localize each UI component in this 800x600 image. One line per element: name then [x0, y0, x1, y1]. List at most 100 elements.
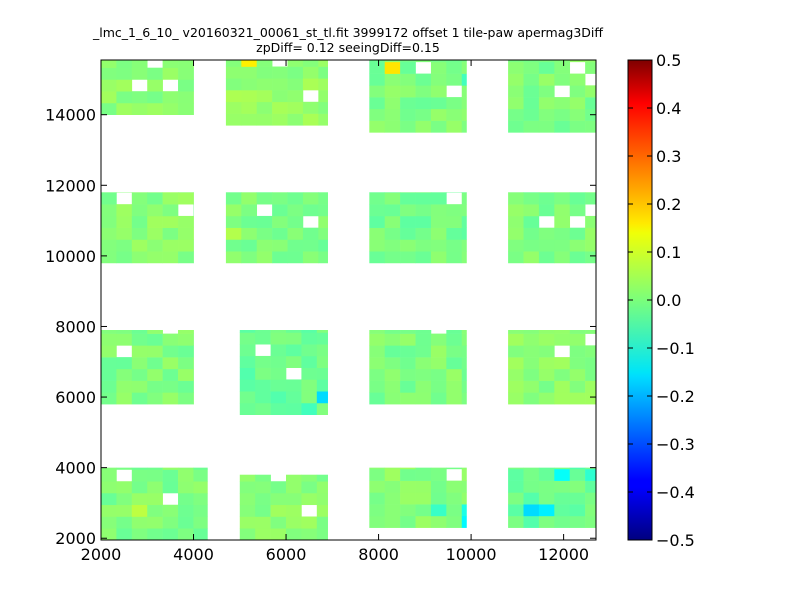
- heatmap-cell: [131, 516, 148, 529]
- heatmap-cell: [538, 468, 555, 481]
- heatmap-cell: [239, 344, 256, 357]
- heatmap-cell: [101, 239, 117, 252]
- heatmap-cell: [301, 330, 318, 333]
- heatmap-cell: [255, 367, 271, 380]
- heatmap-cell: [301, 367, 318, 380]
- heatmap-cell: [415, 85, 432, 98]
- heatmap-cell: [400, 85, 416, 98]
- heatmap-cell: [400, 357, 416, 370]
- heatmap-cell: [178, 79, 194, 92]
- heatmap-cell: [446, 120, 463, 133]
- heatmap-cell: [508, 85, 524, 98]
- heatmap-cell: [162, 467, 179, 470]
- heatmap-cell: [585, 515, 596, 528]
- heatmap-cell: [286, 330, 302, 333]
- heatmap-cell: [162, 481, 179, 494]
- heatmap-cell: [538, 204, 555, 217]
- heatmap-cell: [272, 113, 288, 126]
- heatmap-cell: [131, 481, 148, 494]
- heatmap-cell: [147, 192, 163, 205]
- heatmap-cell: [241, 239, 258, 252]
- heatmap-cell: [461, 333, 467, 346]
- heatmap-cell: [585, 357, 596, 370]
- heatmap-cell: [147, 215, 163, 228]
- heatmap-cell: [400, 492, 416, 505]
- heatmap-cell: [255, 528, 271, 540]
- heatmap-cell: [446, 330, 463, 334]
- heatmap-cell: [301, 379, 318, 392]
- heatmap-cell: [116, 227, 133, 240]
- heatmap-cell: [446, 357, 463, 370]
- heatmap-cell: [101, 345, 117, 358]
- heatmap-cell: [270, 391, 287, 404]
- heatmap-cell: [131, 251, 148, 264]
- heatmap-cell: [415, 227, 432, 240]
- heatmap-cell: [461, 357, 467, 370]
- heatmap-cell: [430, 345, 447, 358]
- heatmap-cell: [287, 204, 304, 217]
- heatmap-cell: [225, 192, 242, 205]
- heatmap-cell: [554, 468, 571, 481]
- heatmap-cell: [241, 204, 258, 217]
- heatmap-cell: [415, 467, 432, 470]
- heatmap-cell: [316, 516, 328, 529]
- heatmap-cell: [384, 108, 401, 121]
- heatmap-cell: [415, 330, 432, 334]
- heatmap-cell: [523, 120, 540, 133]
- heatmap-cell: [461, 345, 467, 358]
- x-axis: 2000 4000 6000 8000 10000 12000: [81, 60, 589, 564]
- heatmap-cell: [101, 528, 117, 540]
- y-tick-label: 14000: [45, 106, 96, 125]
- heatmap-cell: [400, 468, 416, 481]
- heatmap-cell: [369, 330, 386, 334]
- heatmap-cell: [538, 73, 555, 86]
- heatmap-cell: [301, 332, 318, 345]
- heatmap-cell: [538, 60, 555, 63]
- heatmap-cell: [131, 368, 148, 381]
- heatmap-cell: [193, 467, 208, 470]
- heatmap-cell: [523, 357, 540, 370]
- heatmap-cell: [523, 380, 540, 393]
- heatmap-cell: [446, 227, 463, 240]
- heatmap-cell: [116, 67, 133, 80]
- heatmap-cell: [461, 468, 467, 481]
- heatmap-cell: [446, 251, 463, 264]
- heatmap-cell: [178, 239, 194, 252]
- heatmap-cell: [302, 192, 319, 205]
- heatmap-cell: [101, 102, 117, 115]
- heatmap-cell: [178, 215, 194, 228]
- heatmap-cell: [178, 357, 194, 370]
- heatmap-cell: [538, 480, 555, 493]
- heatmap-cell: [241, 78, 258, 91]
- heatmap-cell: [585, 330, 596, 334]
- heatmap-cell: [523, 468, 540, 481]
- heatmap-cell: [255, 481, 271, 494]
- heatmap-cell: [523, 239, 540, 252]
- x-tick-label: 6000: [266, 545, 307, 564]
- heatmap-cell: [430, 239, 447, 252]
- heatmap-cell: [131, 192, 148, 205]
- y-tick-label: 6000: [55, 388, 96, 407]
- heatmap-cell: [316, 379, 328, 392]
- heatmap-cell: [430, 357, 447, 370]
- heatmap-cell: [415, 357, 432, 370]
- heatmap-cell: [369, 97, 386, 110]
- heatmap-cell: [400, 380, 416, 393]
- heatmap-cell: [415, 515, 432, 528]
- colorbar-tick-label: 0.3: [656, 147, 681, 166]
- heatmap-cell: [569, 392, 586, 405]
- heatmap-cell: [287, 251, 304, 264]
- heatmap-cell: [446, 467, 463, 470]
- heatmap-cell: [538, 357, 555, 370]
- heatmap-cell: [316, 367, 328, 380]
- heatmap-cell: [316, 492, 328, 506]
- heatmap-cell: [256, 113, 273, 126]
- heatmap-cell: [147, 239, 163, 252]
- heatmap-cell: [225, 227, 242, 240]
- heatmap-cell: [508, 192, 524, 205]
- heatmap-cell: [569, 515, 586, 528]
- heatmap-cell: [585, 392, 596, 405]
- heatmap-cell: [523, 60, 540, 63]
- heatmap-cell: [241, 251, 258, 264]
- heatmap-cell: [461, 380, 467, 393]
